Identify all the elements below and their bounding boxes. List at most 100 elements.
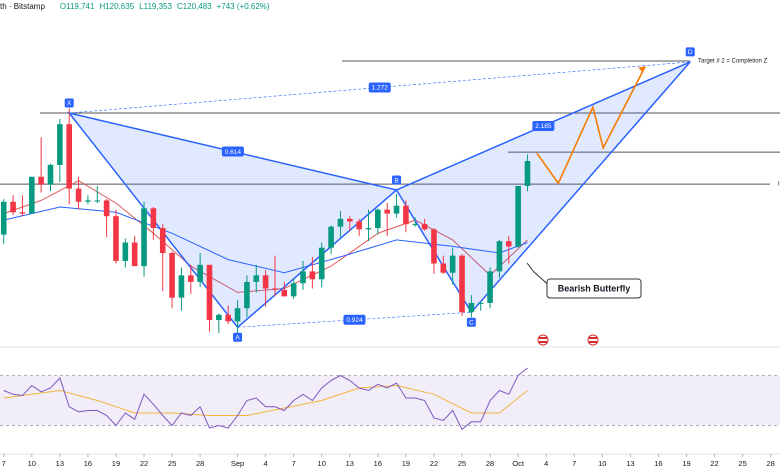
moving-average bbox=[3, 180, 528, 293]
candle-body bbox=[47, 164, 54, 185]
x-tick-label: 4 bbox=[264, 459, 268, 468]
main-pane: Target # 2 = Completion Z Inv 1.272 0.614 2.… bbox=[0, 47, 780, 342]
candle-body bbox=[169, 253, 175, 298]
candle-body bbox=[459, 255, 465, 313]
point-label: X bbox=[67, 100, 72, 107]
candle-body bbox=[309, 271, 316, 280]
candle-body bbox=[356, 221, 362, 230]
x-tick-label: 10 bbox=[598, 459, 606, 468]
candle-body bbox=[216, 314, 222, 321]
candle-body bbox=[468, 302, 475, 313]
candle-body bbox=[253, 275, 260, 282]
candle-body bbox=[66, 124, 73, 189]
candle-body bbox=[113, 216, 119, 261]
x-tick-label: 28 bbox=[196, 459, 204, 468]
candle-body bbox=[28, 176, 35, 214]
projection-path bbox=[536, 66, 647, 185]
x-tick-label: 4 bbox=[544, 459, 548, 468]
annotation-text: Bearish Butterfly bbox=[558, 283, 631, 293]
candle-body bbox=[281, 289, 288, 297]
rsi-signal bbox=[3, 384, 528, 416]
point-label: C bbox=[469, 319, 474, 326]
x-tick-label: Sep bbox=[231, 459, 244, 468]
point-label: A bbox=[235, 334, 240, 341]
event-icon bbox=[587, 334, 599, 346]
candle-body bbox=[38, 176, 44, 185]
candle-body bbox=[0, 201, 7, 235]
level-label: Target # 2 = Completion Z bbox=[698, 59, 768, 65]
candle-body bbox=[141, 208, 147, 267]
legend-header: th · Bitstamp O119,741 H120,635 L119,353… bbox=[0, 2, 270, 11]
candle-body bbox=[337, 218, 344, 227]
candle-body bbox=[131, 242, 138, 267]
candle-body bbox=[290, 283, 297, 297]
candle-body bbox=[244, 281, 250, 309]
x-tick-label: 10 bbox=[28, 459, 36, 468]
ratio-box bbox=[368, 82, 391, 93]
symbol: th · Bitstamp bbox=[0, 2, 45, 11]
candle-body bbox=[496, 241, 503, 272]
candle-body bbox=[375, 209, 381, 229]
candle-body bbox=[57, 124, 63, 165]
candle-body bbox=[412, 224, 419, 226]
ohlc-low: L119,353 bbox=[139, 2, 172, 11]
candle-body bbox=[159, 228, 166, 253]
projection-arrowhead bbox=[638, 66, 646, 73]
candle-body bbox=[440, 263, 447, 273]
candle-body bbox=[122, 242, 129, 261]
candle-body bbox=[75, 188, 82, 202]
x-tick-label: 16 bbox=[654, 459, 662, 468]
point-box bbox=[64, 98, 74, 108]
moving-average bbox=[3, 206, 528, 274]
candle-body bbox=[150, 208, 157, 229]
x-tick-label: 28 bbox=[486, 459, 494, 468]
candle-body bbox=[300, 271, 306, 284]
x-tick-label: 25 bbox=[168, 459, 176, 468]
candle-body bbox=[234, 308, 241, 322]
candle-body bbox=[524, 161, 531, 186]
candle-body bbox=[346, 218, 353, 222]
candle-body bbox=[318, 247, 325, 280]
candle-body bbox=[487, 271, 493, 303]
x-tick-label: 7 bbox=[2, 459, 6, 468]
x-tick-label: 22 bbox=[430, 459, 438, 468]
point-box bbox=[685, 47, 695, 57]
x-tick-label: 7 bbox=[572, 459, 576, 468]
x-tick-label: 19 bbox=[682, 459, 690, 468]
ratio-label: 2.185 bbox=[535, 123, 552, 130]
candle-body bbox=[103, 200, 110, 217]
x-tick-label: 22 bbox=[140, 459, 148, 468]
candle-body bbox=[206, 264, 213, 321]
candle-body bbox=[85, 200, 91, 202]
rsi-band bbox=[0, 375, 780, 426]
candle-body bbox=[515, 185, 521, 247]
x-tick-label: 19 bbox=[112, 459, 120, 468]
candle-body bbox=[431, 229, 437, 264]
candle-body bbox=[449, 255, 456, 273]
ohlc-high: H120,635 bbox=[99, 2, 135, 11]
point-label: B bbox=[394, 177, 398, 184]
candle-body bbox=[94, 200, 101, 202]
candle-body bbox=[328, 226, 334, 248]
candle-body bbox=[393, 205, 400, 214]
x-tick-label: 13 bbox=[346, 459, 354, 468]
x-tick-label: 25 bbox=[458, 459, 466, 468]
candle-body bbox=[10, 201, 16, 213]
x-tick-label: 16 bbox=[374, 459, 382, 468]
candle-body bbox=[225, 314, 232, 322]
event-icon bbox=[537, 334, 549, 346]
candle-body bbox=[505, 241, 512, 247]
x-tick-label: 13 bbox=[626, 459, 634, 468]
annotation-box bbox=[546, 278, 642, 299]
candle-body bbox=[197, 264, 203, 282]
x-tick-label: 22 bbox=[710, 459, 718, 468]
candle-body bbox=[19, 212, 26, 214]
x-tick-label: 7 bbox=[292, 459, 296, 468]
candle-body bbox=[187, 275, 194, 282]
x-tick-label: 16 bbox=[84, 459, 92, 468]
point-box bbox=[233, 332, 243, 342]
ratio-label: 1.272 bbox=[372, 85, 389, 92]
point-box bbox=[392, 175, 402, 185]
